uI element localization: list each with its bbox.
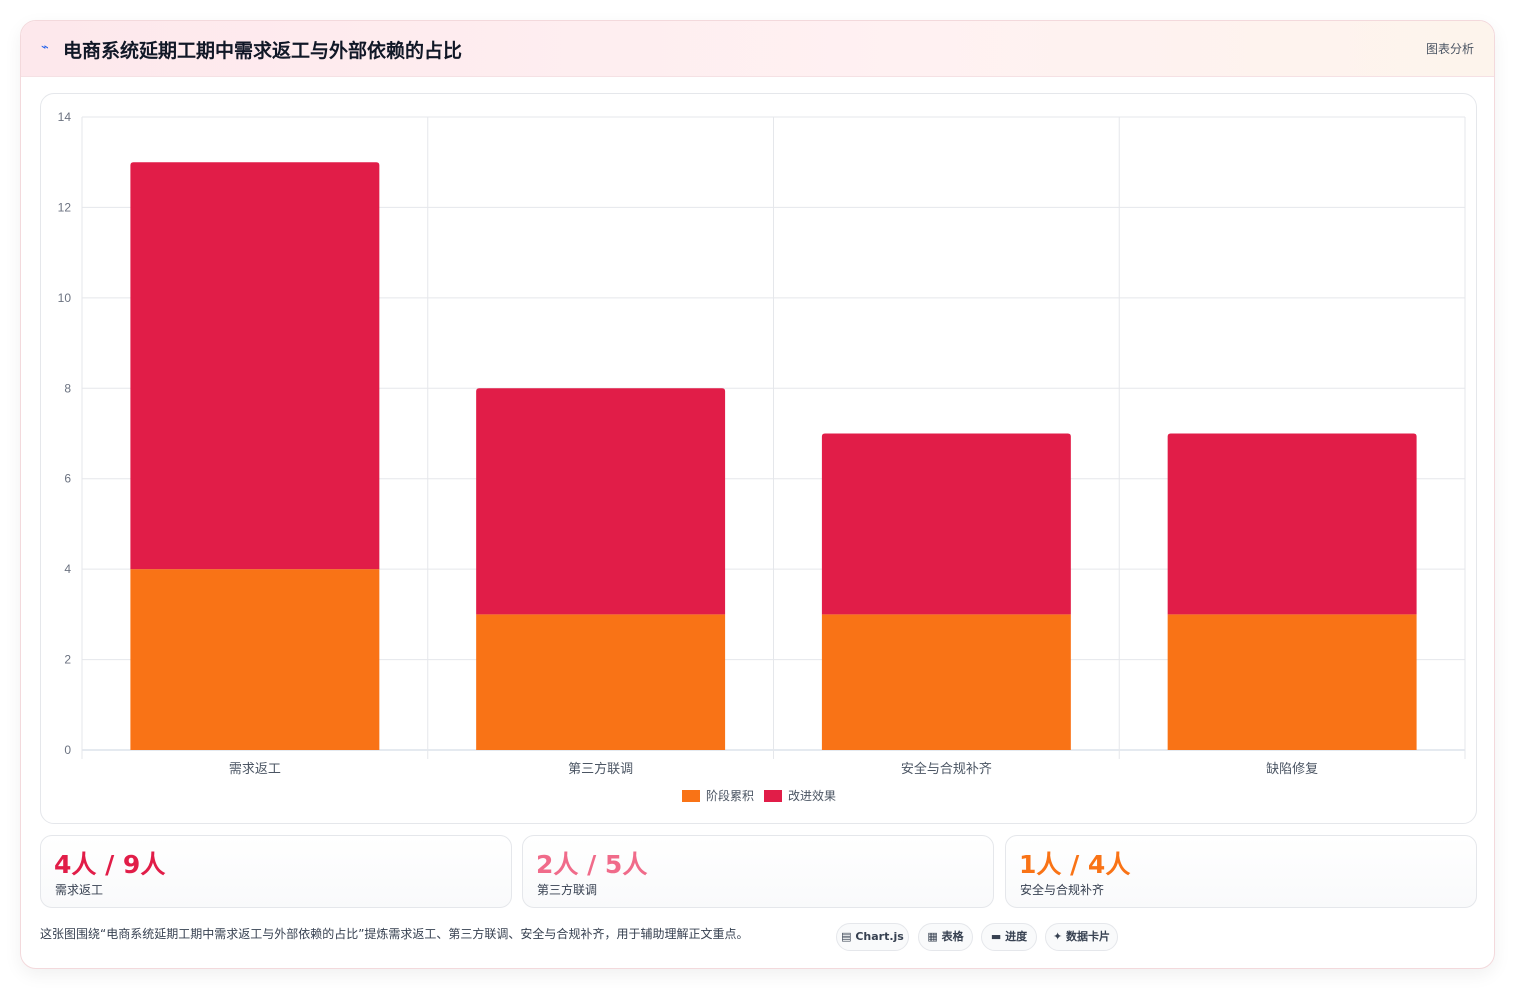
legend-label: 改进效果 (788, 788, 836, 803)
stat-value: 4人 / 9人 (54, 850, 166, 879)
y-tick-label: 4 (64, 562, 71, 576)
stat-label: 第三方联调 (537, 883, 598, 897)
y-tick-label: 0 (64, 743, 71, 757)
bar-segment (1167, 433, 1417, 615)
bar-segment (130, 162, 380, 570)
y-tick-label: 10 (58, 291, 72, 305)
tag-chartjs[interactable]: ▤ Chart.js (836, 923, 909, 951)
bar-segment (821, 433, 1071, 615)
x-tick-label: 缺陷修复 (1266, 761, 1318, 776)
stat-card-3: 1人 / 4人 安全与合规补齐 (1005, 835, 1477, 908)
y-tick-label: 2 (64, 653, 71, 667)
chart-card: ⌁ 电商系统延期工期中需求返工与外部依赖的占比 图表分析 0 2 4 6 8 10 12 14… (20, 20, 1495, 969)
tag-data-card[interactable]: ✦ 数据卡片 (1045, 923, 1118, 951)
stat-cards: 4人 / 9人 需求返工 2人 / 5人 第三方联调 1人 / 4人 安全与合规… (40, 835, 1477, 908)
bar-segment (130, 569, 380, 750)
page-title: 电商系统延期工期中需求返工与外部依赖的占比 (63, 40, 463, 62)
stat-card-2: 2人 / 5人 第三方联调 (522, 835, 994, 908)
bar-segment (476, 388, 726, 615)
stat-value: 2人 / 5人 (536, 850, 648, 879)
y-tick-label: 12 (58, 200, 72, 214)
stat-label: 需求返工 (55, 883, 104, 897)
bar-segment (821, 614, 1071, 750)
tag-progress[interactable]: ▬ 进度 (981, 923, 1037, 951)
bar-segment (476, 614, 726, 750)
x-tick-label: 第三方联调 (568, 761, 633, 776)
chart-area: 0 2 4 6 8 10 12 14 需求返工 第三方联调 安全与合规补齐 缺陷修复阶段累积 改进效果 (40, 93, 1477, 824)
chart-caption: 这张图围绕“电商系统延期工期中需求返工与外部依赖的占比”提炼需求返工、第三方联调… (40, 927, 749, 941)
chart-spark-icon: ⌁ (41, 40, 49, 55)
card-header: ⌁ 电商系统延期工期中需求返工与外部依赖的占比 图表分析 (21, 21, 1494, 77)
y-tick-label: 14 (58, 110, 72, 124)
chart-analysis-link[interactable]: 图表分析 (1425, 42, 1474, 56)
tag-table[interactable]: ▦ 表格 (918, 923, 973, 951)
x-tick-label: 需求返工 (229, 761, 281, 776)
stat-card-1: 4人 / 9人 需求返工 (40, 835, 512, 908)
stat-label: 安全与合规补齐 (1020, 883, 1105, 897)
legend-swatch (682, 790, 700, 802)
legend-swatch (764, 790, 782, 802)
y-tick-label: 6 (64, 472, 71, 486)
y-tick-label: 8 (64, 381, 71, 395)
stat-value: 1人 / 4人 (1019, 850, 1131, 879)
legend-label: 阶段累积 (706, 788, 754, 803)
x-tick-label: 安全与合规补齐 (901, 761, 992, 776)
bar-segment (1167, 614, 1417, 750)
